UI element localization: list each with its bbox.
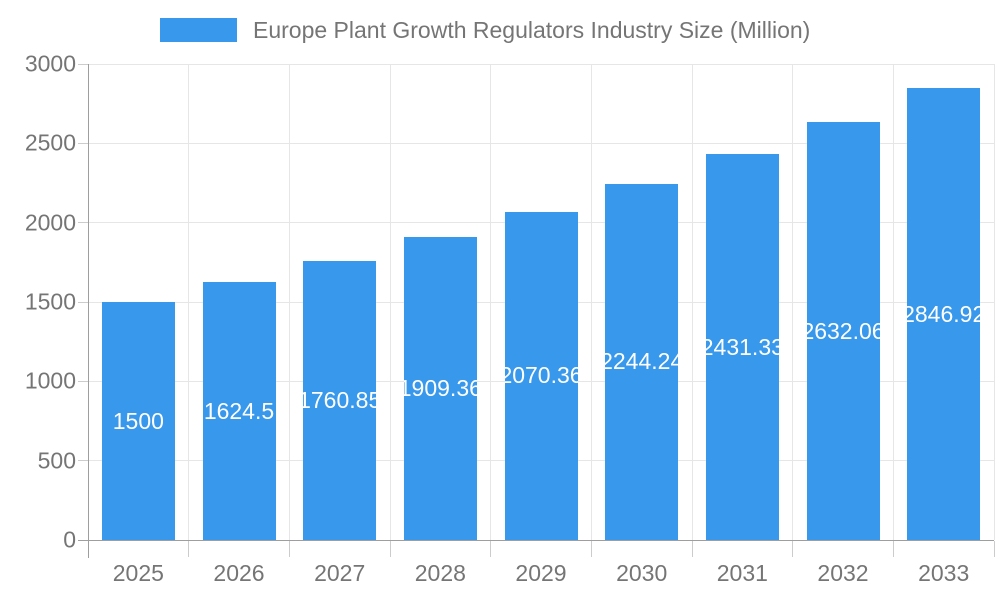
bar-2026[interactable]: 1624.5 [202,282,276,540]
x-tick-2027 [389,541,391,557]
bar-value-label-2025: 1500 [112,407,164,434]
gridline-v-7 [792,64,794,540]
bar-value-label-2027: 1760.85 [303,386,377,413]
bar-2029[interactable]: 2070.36 [504,211,578,540]
y-tick-2500 [78,142,88,144]
bar-value-label-2032: 2632.06 [806,317,880,344]
y-tick-500 [78,460,88,462]
x-axis-label-2028: 2028 [414,560,466,586]
x-axis-baseline [78,540,994,541]
bar-2025[interactable]: 1500 [101,302,175,540]
gridline-v-5 [590,64,592,540]
legend-series-label: Europe Plant Growth Regulators Industry … [253,17,811,43]
gridline-v-9 [993,64,995,540]
x-tick-2025 [188,541,190,557]
y-tick-3000 [78,63,88,65]
y-tick-2000 [78,222,88,224]
bar-value-label-2028: 1909.36 [403,375,477,402]
x-tick-2033 [993,541,995,557]
gridline-v-6 [691,64,693,540]
gridline-v-2 [288,64,290,540]
y-axis-label-500: 500 [37,447,76,474]
x-axis-label-2026: 2026 [213,560,265,586]
gridline-2500 [88,142,994,144]
y-axis-label-2000: 2000 [24,209,76,236]
bar-2027[interactable]: 1760.85 [303,260,377,540]
x-axis-label-2027: 2027 [314,560,366,586]
bar-2032[interactable]: 2632.06 [806,122,880,540]
y-axis-line [88,64,89,558]
x-tick-2029 [590,541,592,557]
bar-value-label-2026: 1624.5 [203,397,275,424]
bar-2033[interactable]: 2846.92 [907,88,981,540]
bar-2030[interactable]: 2244.24 [605,183,679,540]
y-axis-label-3000: 3000 [24,50,76,77]
x-axis-label-2033: 2033 [918,560,970,586]
bar-value-label-2029: 2070.36 [504,362,578,389]
x-axis-label-2032: 2032 [817,560,869,586]
x-axis-label-2030: 2030 [616,560,668,586]
gridline-3000 [88,63,994,65]
gridline-v-1 [188,64,190,540]
chart-legend[interactable]: Europe Plant Growth Regulators Industry … [160,18,810,42]
y-axis-label-1000: 1000 [24,367,76,394]
x-axis-label-2025: 2025 [112,560,164,586]
x-tick-2028 [490,541,492,557]
y-tick-1000 [78,380,88,382]
y-axis-label-2500: 2500 [24,129,76,156]
y-axis-label-1500: 1500 [24,288,76,315]
y-tick-1500 [78,301,88,303]
bar-2028[interactable]: 1909.36 [403,237,477,540]
bar-value-label-2033: 2846.92 [907,300,981,327]
gridline-v-3 [389,64,391,540]
x-axis-label-2031: 2031 [716,560,768,586]
bar-value-label-2031: 2431.33 [705,333,779,360]
x-axis-label-2029: 2029 [515,560,567,586]
gridline-v-8 [892,64,894,540]
x-tick-2031 [792,541,794,557]
bar-2031[interactable]: 2431.33 [705,154,779,540]
gridline-v-4 [490,64,492,540]
bar-value-label-2030: 2244.24 [605,348,679,375]
legend-swatch-icon [160,18,237,42]
x-tick-2026 [288,541,290,557]
plot-area: 1500 1624.5 1760.85 1909.36 2070.36 2244.24 24… [88,63,995,540]
x-tick-2030 [691,541,693,557]
y-axis-label-0: 0 [63,526,76,553]
x-tick-2032 [892,541,894,557]
